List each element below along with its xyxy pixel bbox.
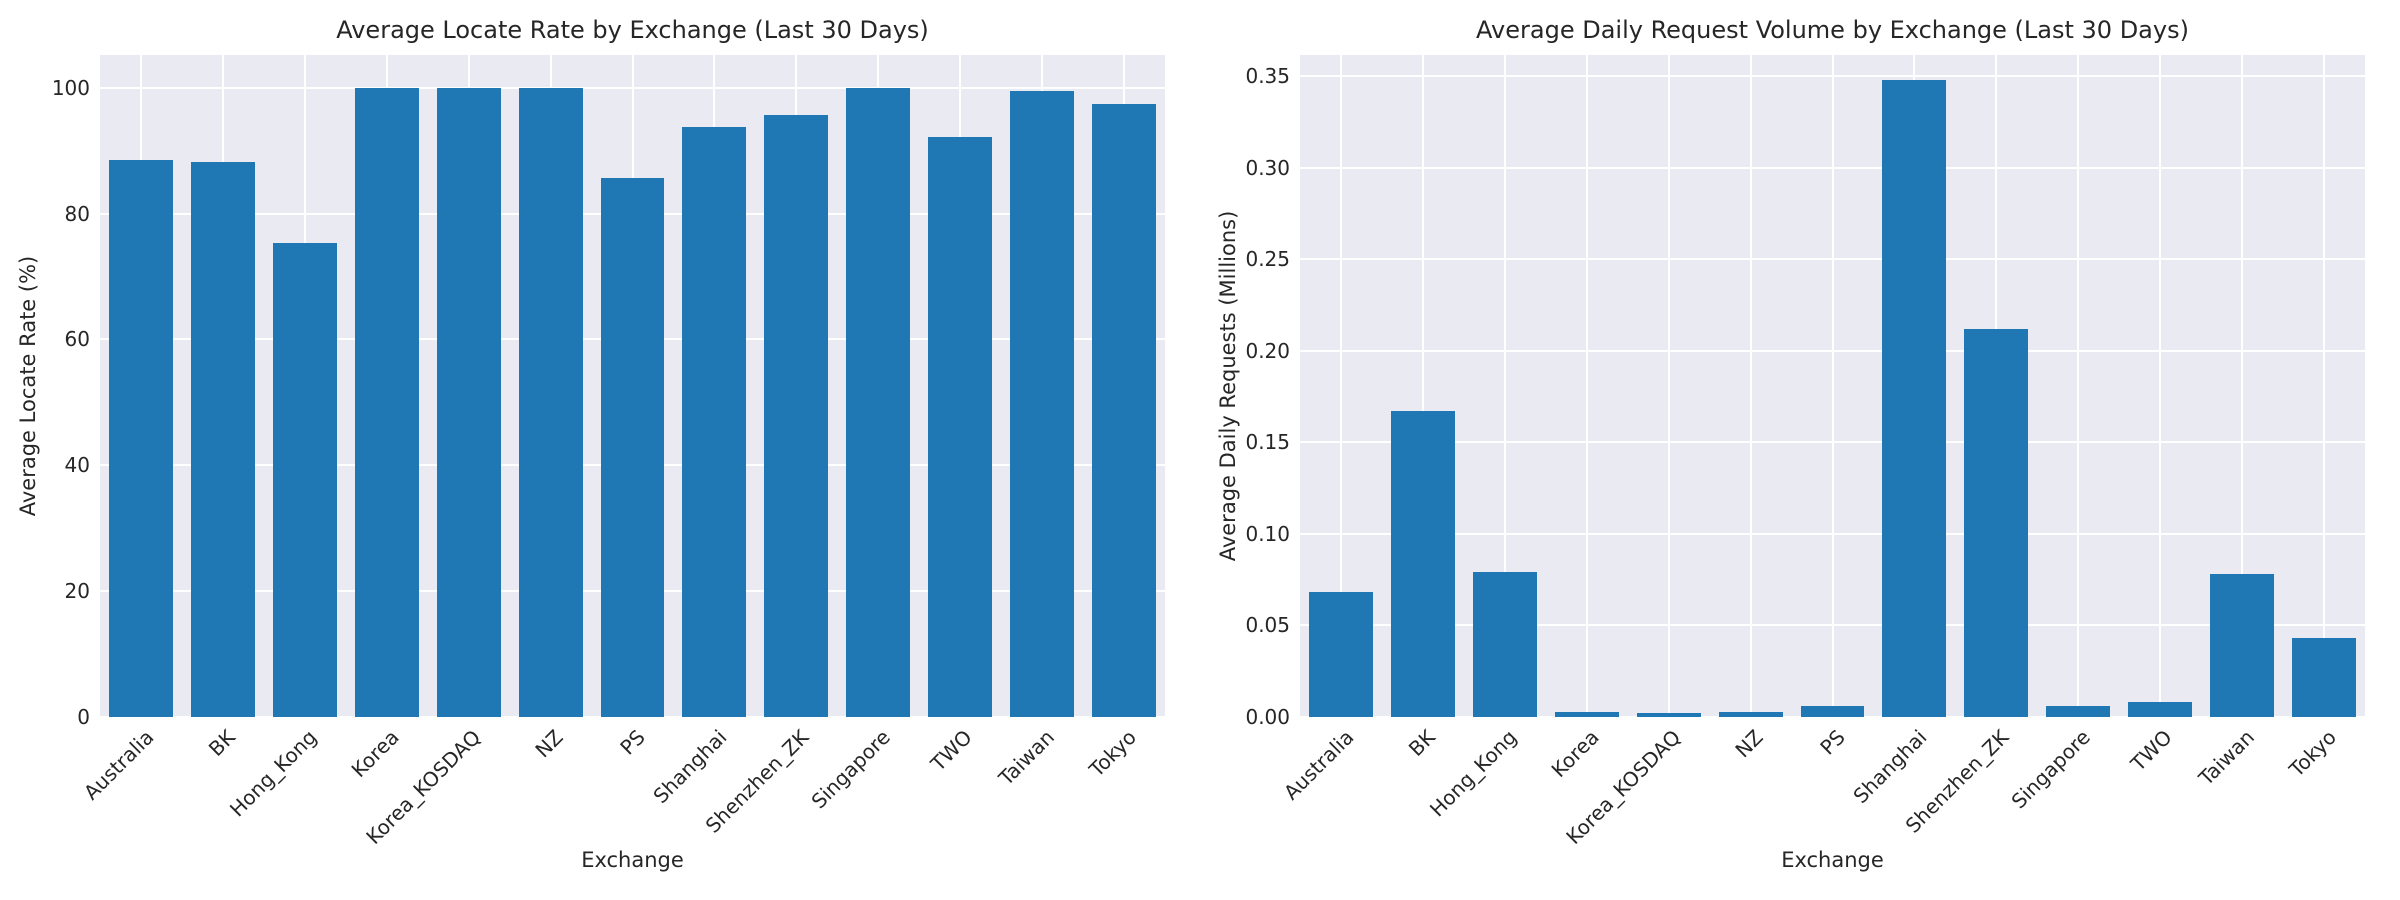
locate-rate-chart: Average Locate Rate by Exchange (Last 30… [16, 16, 1165, 872]
chart-title: Average Daily Request Volume by Exchange… [1476, 16, 2189, 44]
y-tick-label: 0.35 [1245, 64, 1290, 89]
y-tick-label: 0.30 [1245, 155, 1290, 180]
v-gridline [2241, 55, 2244, 717]
h-gridline [1300, 624, 2365, 627]
v-gridline [1503, 55, 1506, 717]
bar-Korea_KOSDAQ [1636, 713, 1701, 717]
x-tick-label: Australia [1278, 725, 1358, 805]
x-tick-label: TWO [2126, 725, 2178, 776]
x-tick-label: PS [1814, 725, 1850, 760]
x-tick-label: Shanghai [648, 725, 732, 809]
v-gridline [1831, 55, 1834, 717]
y-tick-label: 0.25 [1245, 247, 1290, 272]
bar-Tokyo [2292, 638, 2356, 717]
bar-Singapore [2046, 706, 2111, 717]
bar-Tokyo [1092, 104, 1156, 717]
v-gridline [1339, 55, 1342, 717]
v-gridline [1421, 55, 1424, 717]
x-tick-label: Hong_Kong [225, 725, 322, 822]
bar-Australia [109, 160, 173, 717]
y-tick-label: 100 [51, 75, 90, 100]
y-tick-label: 0 [77, 705, 90, 729]
x-tick-label: Shanghai [1848, 725, 1932, 809]
h-gridline [100, 86, 1165, 89]
y-tick-label: 0.20 [1245, 338, 1290, 363]
x-tick-label: Korea [346, 725, 404, 783]
x-tick-label: PS [614, 725, 650, 760]
plot-area [1300, 55, 2365, 717]
y-tick-label: 0.05 [1245, 613, 1290, 638]
bar-Korea [1554, 711, 1619, 717]
x-tick-label: Singapore [806, 725, 896, 814]
x-tick-label: Taiwan [994, 725, 1060, 791]
y-tick-label: 60 [64, 327, 90, 352]
bar-Singapore [846, 87, 911, 717]
bar-PS [600, 177, 665, 717]
bar-Shanghai [1882, 79, 1947, 717]
bar-TWO [928, 137, 993, 717]
h-gridline [1300, 75, 2365, 78]
bar-BK [1390, 411, 1455, 717]
bar-PS [1800, 706, 1865, 717]
x-tick-label: TWO [926, 725, 978, 776]
y-tick-label: 0.00 [1245, 705, 1290, 729]
x-tick-label: Tokyo [2284, 725, 2342, 782]
x-tick-label: NZ [1730, 725, 1768, 763]
h-gridline [1300, 532, 2365, 535]
v-gridline [1749, 55, 1752, 717]
v-gridline [2323, 55, 2326, 717]
bar-Australia [1309, 592, 1373, 717]
request-volume-chart: Average Daily Request Volume by Exchange… [1200, 0, 2400, 900]
y-tick-label: 40 [64, 453, 90, 478]
x-axis-label: Exchange [1781, 848, 1884, 872]
bar-TWO [2128, 702, 2193, 717]
y-tick-label: 20 [64, 579, 90, 604]
bar-Taiwan [2210, 574, 2275, 717]
bar-NZ [1718, 711, 1783, 717]
bar-Korea [354, 87, 419, 717]
h-gridline [1300, 258, 2365, 261]
x-tick-label: BK [203, 725, 240, 761]
x-tick-label: Hong_Kong [1425, 725, 1522, 822]
bar-BK [190, 161, 255, 717]
bar-Hong_Kong [272, 242, 337, 717]
plot-area [100, 55, 1165, 717]
x-tick-label: Singapore [2006, 725, 2096, 814]
x-tick-label: Tokyo [1084, 725, 1142, 782]
y-tick-label: 80 [64, 201, 90, 226]
x-tick-label: NZ [530, 725, 568, 763]
x-axis-label: Exchange [581, 848, 684, 872]
v-gridline [1585, 55, 1588, 717]
y-tick-label: 0.15 [1245, 430, 1290, 455]
bar-Hong_Kong [1472, 572, 1537, 717]
x-tick-label: Korea [1546, 725, 1604, 783]
h-gridline [1300, 166, 2365, 169]
bar-Shenzhen_ZK [764, 114, 829, 717]
chart-title: Average Locate Rate by Exchange (Last 30… [336, 16, 929, 44]
bar-NZ [518, 87, 583, 717]
bar-Shenzhen_ZK [1964, 328, 2029, 717]
h-gridline [1300, 441, 2365, 444]
x-tick-label: Taiwan [2194, 725, 2260, 791]
v-gridline [2077, 55, 2080, 717]
bar-Korea_KOSDAQ [436, 87, 501, 717]
v-gridline [1667, 55, 1670, 717]
bar-Shanghai [682, 127, 747, 717]
v-gridline [2159, 55, 2162, 717]
h-gridline [1300, 349, 2365, 352]
y-tick-label: 0.10 [1245, 521, 1290, 546]
x-tick-label: BK [1403, 725, 1440, 761]
x-tick-label: Australia [78, 725, 158, 805]
bar-Taiwan [1010, 90, 1075, 717]
